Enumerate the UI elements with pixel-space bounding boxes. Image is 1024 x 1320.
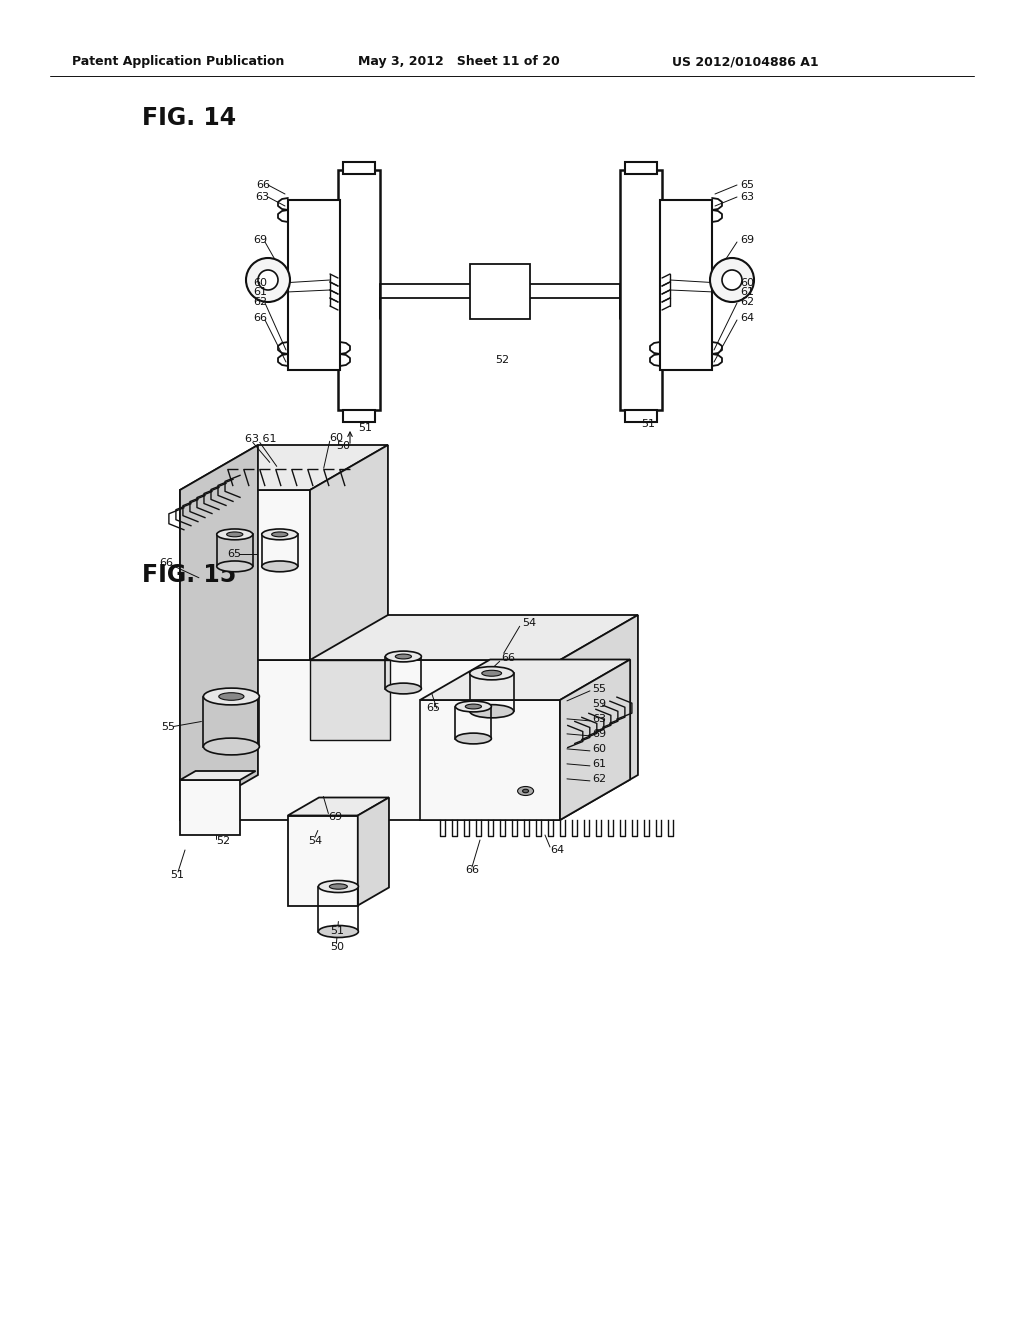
Text: FIG. 14: FIG. 14 — [142, 106, 237, 129]
Ellipse shape — [217, 529, 253, 540]
Polygon shape — [560, 615, 638, 820]
Text: 66: 66 — [253, 313, 267, 323]
Ellipse shape — [330, 884, 347, 890]
Ellipse shape — [226, 532, 243, 537]
Circle shape — [710, 257, 754, 302]
Ellipse shape — [456, 733, 492, 744]
Ellipse shape — [219, 693, 244, 701]
Text: 64: 64 — [740, 313, 754, 323]
Bar — [338, 170, 380, 411]
Text: 69: 69 — [592, 729, 606, 739]
Text: 61: 61 — [740, 286, 754, 297]
Bar — [625, 411, 657, 422]
Text: 65: 65 — [740, 180, 754, 190]
Text: 50: 50 — [331, 941, 344, 952]
Polygon shape — [180, 780, 240, 836]
Text: 65: 65 — [427, 704, 440, 713]
Polygon shape — [288, 797, 389, 816]
Ellipse shape — [204, 688, 259, 705]
Ellipse shape — [271, 532, 288, 537]
Ellipse shape — [470, 705, 514, 718]
Bar — [343, 411, 375, 422]
Polygon shape — [180, 660, 560, 820]
Polygon shape — [420, 660, 630, 700]
Ellipse shape — [395, 655, 412, 659]
Text: 55: 55 — [162, 722, 175, 731]
Text: 55: 55 — [592, 684, 606, 694]
Polygon shape — [180, 490, 310, 660]
Text: 66: 66 — [159, 558, 173, 568]
Ellipse shape — [217, 561, 253, 572]
Text: Patent Application Publication: Patent Application Publication — [72, 55, 285, 69]
Ellipse shape — [318, 925, 358, 937]
Polygon shape — [310, 660, 390, 741]
Polygon shape — [180, 615, 638, 660]
Ellipse shape — [204, 738, 259, 755]
Text: 63: 63 — [592, 714, 606, 723]
Ellipse shape — [481, 671, 502, 676]
Text: 50: 50 — [336, 441, 350, 451]
Polygon shape — [180, 445, 388, 490]
Circle shape — [258, 271, 278, 290]
Ellipse shape — [385, 684, 422, 694]
Bar — [288, 201, 340, 370]
Polygon shape — [357, 797, 389, 906]
Text: 66: 66 — [465, 865, 479, 875]
Text: 51: 51 — [641, 418, 655, 429]
Text: 52: 52 — [495, 355, 509, 366]
Ellipse shape — [318, 880, 358, 892]
Text: 52: 52 — [216, 836, 230, 846]
Bar — [660, 201, 712, 370]
Text: 63 61: 63 61 — [245, 434, 276, 445]
Text: May 3, 2012   Sheet 11 of 20: May 3, 2012 Sheet 11 of 20 — [358, 55, 560, 69]
Polygon shape — [180, 771, 256, 780]
Text: 64: 64 — [550, 845, 564, 855]
Text: 69: 69 — [329, 812, 342, 821]
Text: 60: 60 — [592, 744, 606, 754]
Text: 60: 60 — [740, 279, 754, 288]
Bar — [620, 170, 662, 411]
Text: 61: 61 — [253, 286, 267, 297]
Text: 63: 63 — [740, 191, 754, 202]
Ellipse shape — [262, 561, 298, 572]
Text: 63: 63 — [255, 191, 269, 202]
Text: 59: 59 — [592, 698, 606, 709]
Text: 62: 62 — [253, 297, 267, 308]
Text: 51: 51 — [170, 870, 184, 880]
Polygon shape — [180, 445, 258, 820]
Circle shape — [722, 271, 742, 290]
Ellipse shape — [522, 789, 528, 793]
Bar — [343, 162, 375, 174]
Text: 62: 62 — [592, 774, 606, 784]
Text: 51: 51 — [358, 422, 372, 433]
Text: 61: 61 — [592, 759, 606, 768]
Text: 62: 62 — [740, 297, 754, 308]
Text: 66: 66 — [256, 180, 270, 190]
Text: FIG. 15: FIG. 15 — [142, 564, 237, 587]
Text: 65: 65 — [227, 549, 241, 558]
Polygon shape — [310, 445, 388, 660]
Ellipse shape — [465, 704, 481, 709]
Text: 54: 54 — [308, 836, 322, 846]
Text: 51: 51 — [331, 927, 344, 936]
Polygon shape — [420, 700, 560, 820]
Ellipse shape — [385, 651, 422, 661]
Text: 60: 60 — [253, 279, 267, 288]
Bar — [625, 162, 657, 174]
Text: 66: 66 — [502, 653, 516, 663]
Text: 60: 60 — [330, 433, 344, 444]
Ellipse shape — [470, 667, 514, 680]
Text: US 2012/0104886 A1: US 2012/0104886 A1 — [672, 55, 818, 69]
Polygon shape — [288, 816, 357, 906]
Bar — [470, 264, 530, 319]
Polygon shape — [560, 660, 630, 820]
Ellipse shape — [517, 787, 534, 796]
Circle shape — [246, 257, 290, 302]
Text: 69: 69 — [253, 235, 267, 246]
Ellipse shape — [262, 529, 298, 540]
Text: 69: 69 — [740, 235, 754, 246]
Ellipse shape — [456, 701, 492, 711]
Text: 54: 54 — [521, 618, 536, 628]
